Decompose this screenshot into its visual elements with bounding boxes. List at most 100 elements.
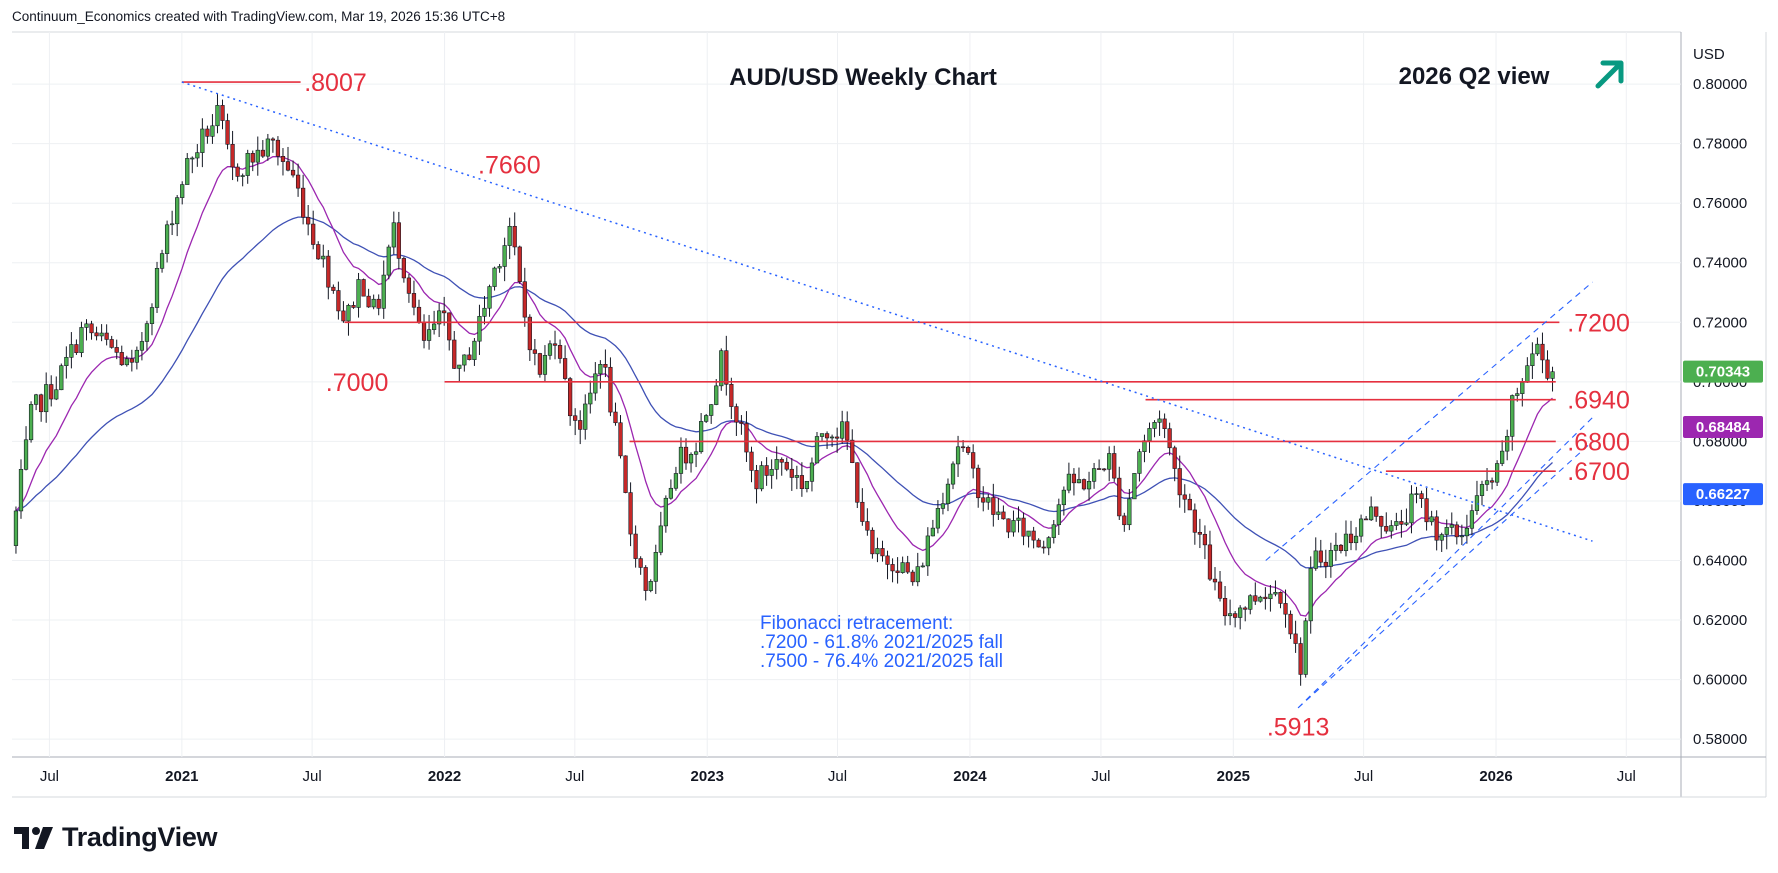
candle: [255, 136, 260, 176]
ma-short-line: [15, 155, 1553, 617]
price-tag-label: 0.66227: [1696, 486, 1750, 503]
level-label: .6940: [1567, 387, 1630, 415]
candle-body: [1127, 498, 1132, 526]
candle: [688, 452, 694, 473]
candle: [734, 403, 739, 436]
candle-body: [568, 378, 573, 417]
candle: [628, 482, 633, 547]
candle-body: [1434, 516, 1439, 541]
candle: [1243, 606, 1248, 622]
candle: [1142, 434, 1147, 463]
candle-body: [1157, 418, 1162, 423]
price-tag-box: [1683, 415, 1763, 438]
candle-body: [1107, 453, 1112, 470]
candle: [1112, 445, 1117, 482]
candle: [1404, 508, 1409, 527]
candle-body: [1283, 603, 1288, 615]
candle-body: [880, 548, 885, 557]
x-tick-label: Jul: [565, 768, 584, 785]
candle-body: [447, 312, 452, 341]
candle: [1489, 477, 1495, 490]
candle: [64, 346, 69, 379]
candle-body: [1066, 473, 1072, 491]
candle-body: [850, 439, 855, 463]
y-tick-label: 0.60000: [1693, 672, 1747, 689]
time-axis[interactable]: Jul 2021 Jul 2022 Jul 2023 Jul 2024 Jul 2025 Jul 20…: [40, 768, 1636, 785]
candle: [618, 415, 623, 459]
candle: [23, 426, 29, 471]
candle: [1374, 506, 1379, 522]
candle-body: [799, 475, 804, 489]
candle: [1505, 429, 1510, 461]
candle-body: [749, 451, 754, 471]
candle-body: [195, 152, 200, 159]
candle: [250, 150, 255, 172]
candle-body: [1273, 592, 1278, 595]
candle-body: [1147, 428, 1152, 441]
candle-body: [170, 223, 175, 226]
candle: [1222, 585, 1228, 626]
candle-body: [1384, 525, 1389, 532]
price-axis[interactable]: 0.800000.780000.760000.740000.720000.700…: [1693, 76, 1747, 748]
candle: [79, 321, 84, 358]
candle-body: [709, 404, 714, 416]
candle: [1273, 580, 1278, 597]
candle-body: [628, 492, 633, 535]
candle: [467, 347, 472, 361]
candle-body: [784, 461, 789, 470]
channel-line: [1297, 417, 1593, 709]
candle-body: [1495, 463, 1500, 483]
x-tick-label: 2021: [165, 768, 198, 785]
candle-body: [416, 306, 422, 323]
candle-body: [1217, 581, 1223, 599]
candle-body: [492, 267, 497, 287]
y-tick-label: 0.76000: [1693, 195, 1747, 212]
candle: [1540, 332, 1545, 374]
candle: [507, 217, 512, 260]
candle-body: [1021, 517, 1026, 537]
candle: [1051, 519, 1056, 544]
candle: [49, 375, 54, 407]
candle-body: [729, 384, 734, 407]
candle: [1530, 342, 1535, 379]
candle: [134, 346, 139, 370]
tradingview-brand[interactable]: TradingView: [14, 822, 218, 853]
candle-body: [633, 533, 638, 559]
candle-body: [809, 462, 815, 482]
candle: [910, 569, 915, 586]
candle-body: [406, 277, 412, 294]
candle: [260, 140, 265, 158]
candle-body: [562, 358, 568, 379]
candle-body: [835, 436, 840, 439]
candle-body: [134, 349, 139, 363]
candle-body: [386, 246, 391, 276]
candle: [220, 99, 225, 130]
candle: [1041, 540, 1046, 554]
candle: [1495, 460, 1500, 486]
x-tick-label: 2025: [1217, 768, 1250, 785]
candle-body: [351, 305, 356, 308]
currency-label: USD: [1693, 46, 1725, 63]
candle: [502, 237, 507, 282]
candle-body: [1510, 395, 1515, 437]
candle-body: [1419, 493, 1424, 499]
candle: [855, 462, 860, 509]
candle-body: [542, 355, 548, 375]
candle-body: [1036, 539, 1041, 548]
candle-body: [1222, 597, 1228, 617]
swing-label: .7660: [478, 151, 541, 179]
candle-body: [557, 345, 563, 359]
candle: [588, 380, 593, 414]
candle-body: [1091, 468, 1097, 482]
candle-body: [1343, 533, 1349, 552]
candle-body: [185, 158, 190, 185]
candle-body: [966, 447, 971, 453]
candle: [991, 483, 996, 527]
candle: [1157, 410, 1162, 436]
candle-body: [1192, 509, 1197, 533]
candle: [1217, 570, 1223, 602]
candle: [144, 320, 150, 351]
candle: [850, 429, 855, 464]
candle-body: [885, 555, 890, 565]
